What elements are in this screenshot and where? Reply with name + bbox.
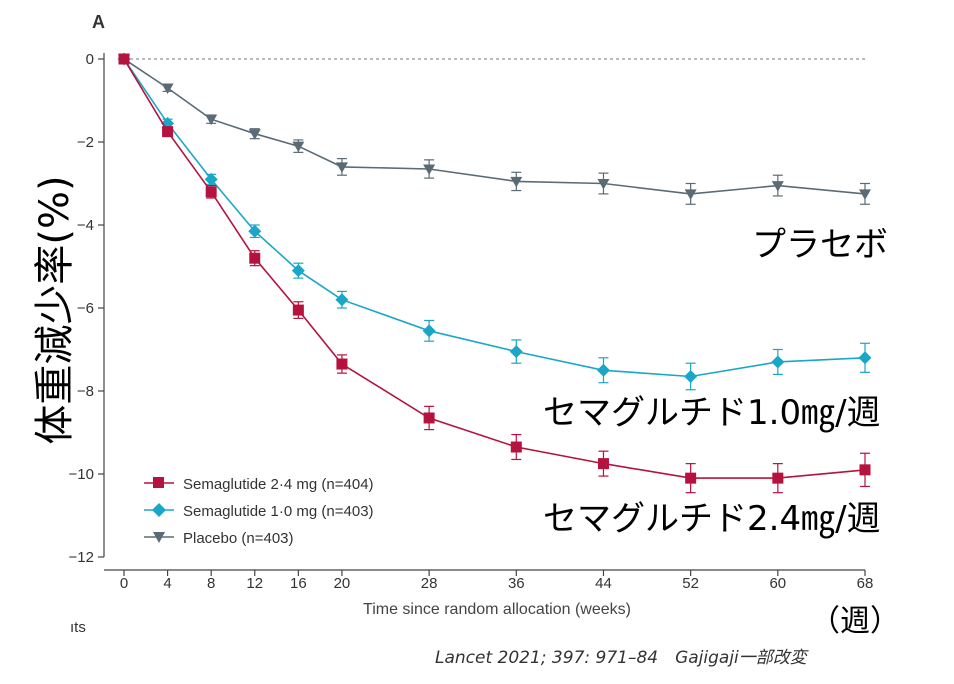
data-point [249, 252, 261, 264]
legend-item-placebo: Placebo (n=403) [144, 530, 294, 547]
y-axis-label: 体重減少率(%) [32, 175, 78, 444]
x-tick-label: 8 [207, 575, 215, 592]
x-tick-label: 60 [769, 575, 786, 592]
data-point [597, 179, 610, 190]
data-point [292, 304, 304, 316]
x-tick-label: 28 [421, 575, 438, 592]
data-point [685, 472, 697, 484]
x-tick-label: 52 [682, 575, 699, 592]
data-point [510, 441, 522, 453]
data-point [118, 53, 130, 65]
data-point [858, 351, 872, 365]
data-point [336, 358, 348, 370]
x-axis-unit-label: （週） [810, 604, 900, 639]
x-tick-label: 12 [246, 575, 263, 592]
data-point [684, 189, 697, 200]
series-2 [118, 54, 871, 205]
y-tick-label: −12 [69, 549, 94, 566]
legend-label: Semaglutide 2·4 mg (n=404) [183, 476, 374, 493]
legend-item-sema-1-0: Semaglutide 1·0 mg (n=403) [144, 503, 374, 520]
data-point [423, 412, 435, 424]
y-tick-label: −8 [77, 383, 94, 400]
data-point [509, 345, 523, 359]
axes: 0 −2 −4 −6 −8 −10 −12 0 4 8 12 16 20 28 36 44 52 60 68 [69, 51, 874, 592]
data-point [771, 355, 785, 369]
y-tick-label: −6 [77, 300, 94, 317]
x-tick-label: 16 [290, 575, 307, 592]
placebo-annotation: プラセボ [752, 225, 888, 265]
sema-1-0-annotation: セマグルチド1.0㎎/週 [543, 393, 881, 433]
data-point [204, 172, 218, 186]
data-point [205, 186, 217, 198]
x-tick-label: 44 [595, 575, 612, 592]
x-tick-label: 68 [857, 575, 874, 592]
citation: Lancet 2021; 397: 971–84 Gajigaji一部改変 [435, 648, 810, 668]
legend-label: Placebo (n=403) [183, 530, 294, 547]
data-point [205, 114, 218, 126]
legend-label: Semaglutide 1·0 mg (n=403) [183, 503, 374, 520]
panel-label: A [92, 12, 105, 32]
data-point [335, 162, 348, 173]
data-point [422, 324, 436, 338]
data-point [161, 83, 174, 95]
data-point [684, 369, 698, 383]
data-point [771, 181, 784, 192]
data-point [248, 129, 261, 140]
cropped-text: ıts [70, 619, 86, 636]
data-point [248, 224, 262, 238]
data-point [859, 464, 871, 476]
y-tick-label: −10 [69, 466, 94, 483]
series-line [123, 58, 866, 195]
data-point [335, 293, 349, 307]
data-point [291, 264, 305, 278]
legend: Semaglutide 2·4 mg (n=404) Semaglutide 1… [144, 476, 374, 547]
series-layer [117, 52, 872, 494]
data-point [772, 472, 784, 484]
y-tick-label: 0 [86, 51, 94, 68]
y-tick-label: −4 [77, 217, 94, 234]
y-tick-label: −2 [77, 134, 94, 151]
diamond-marker-icon [152, 503, 166, 517]
data-point [596, 363, 610, 377]
data-point [162, 126, 174, 138]
x-tick-label: 4 [163, 575, 171, 592]
x-tick-label: 20 [334, 575, 351, 592]
series-0 [118, 53, 871, 494]
data-point [859, 189, 871, 200]
sema-2-4-annotation: セマグルチド2.4㎎/週 [543, 499, 881, 539]
triangle-down-marker-icon [153, 532, 165, 543]
series-line [123, 58, 866, 479]
data-point [292, 141, 305, 153]
legend-item-sema-2-4: Semaglutide 2·4 mg (n=404) [144, 476, 374, 493]
x-tick-label: 0 [120, 575, 128, 592]
data-point [423, 164, 436, 175]
x-tick-label: 36 [508, 575, 525, 592]
series-line [123, 58, 866, 378]
square-marker-icon [153, 477, 164, 488]
data-point [597, 458, 609, 470]
x-axis-label: Time since random allocation (weeks) [363, 601, 631, 618]
data-point [510, 176, 523, 188]
